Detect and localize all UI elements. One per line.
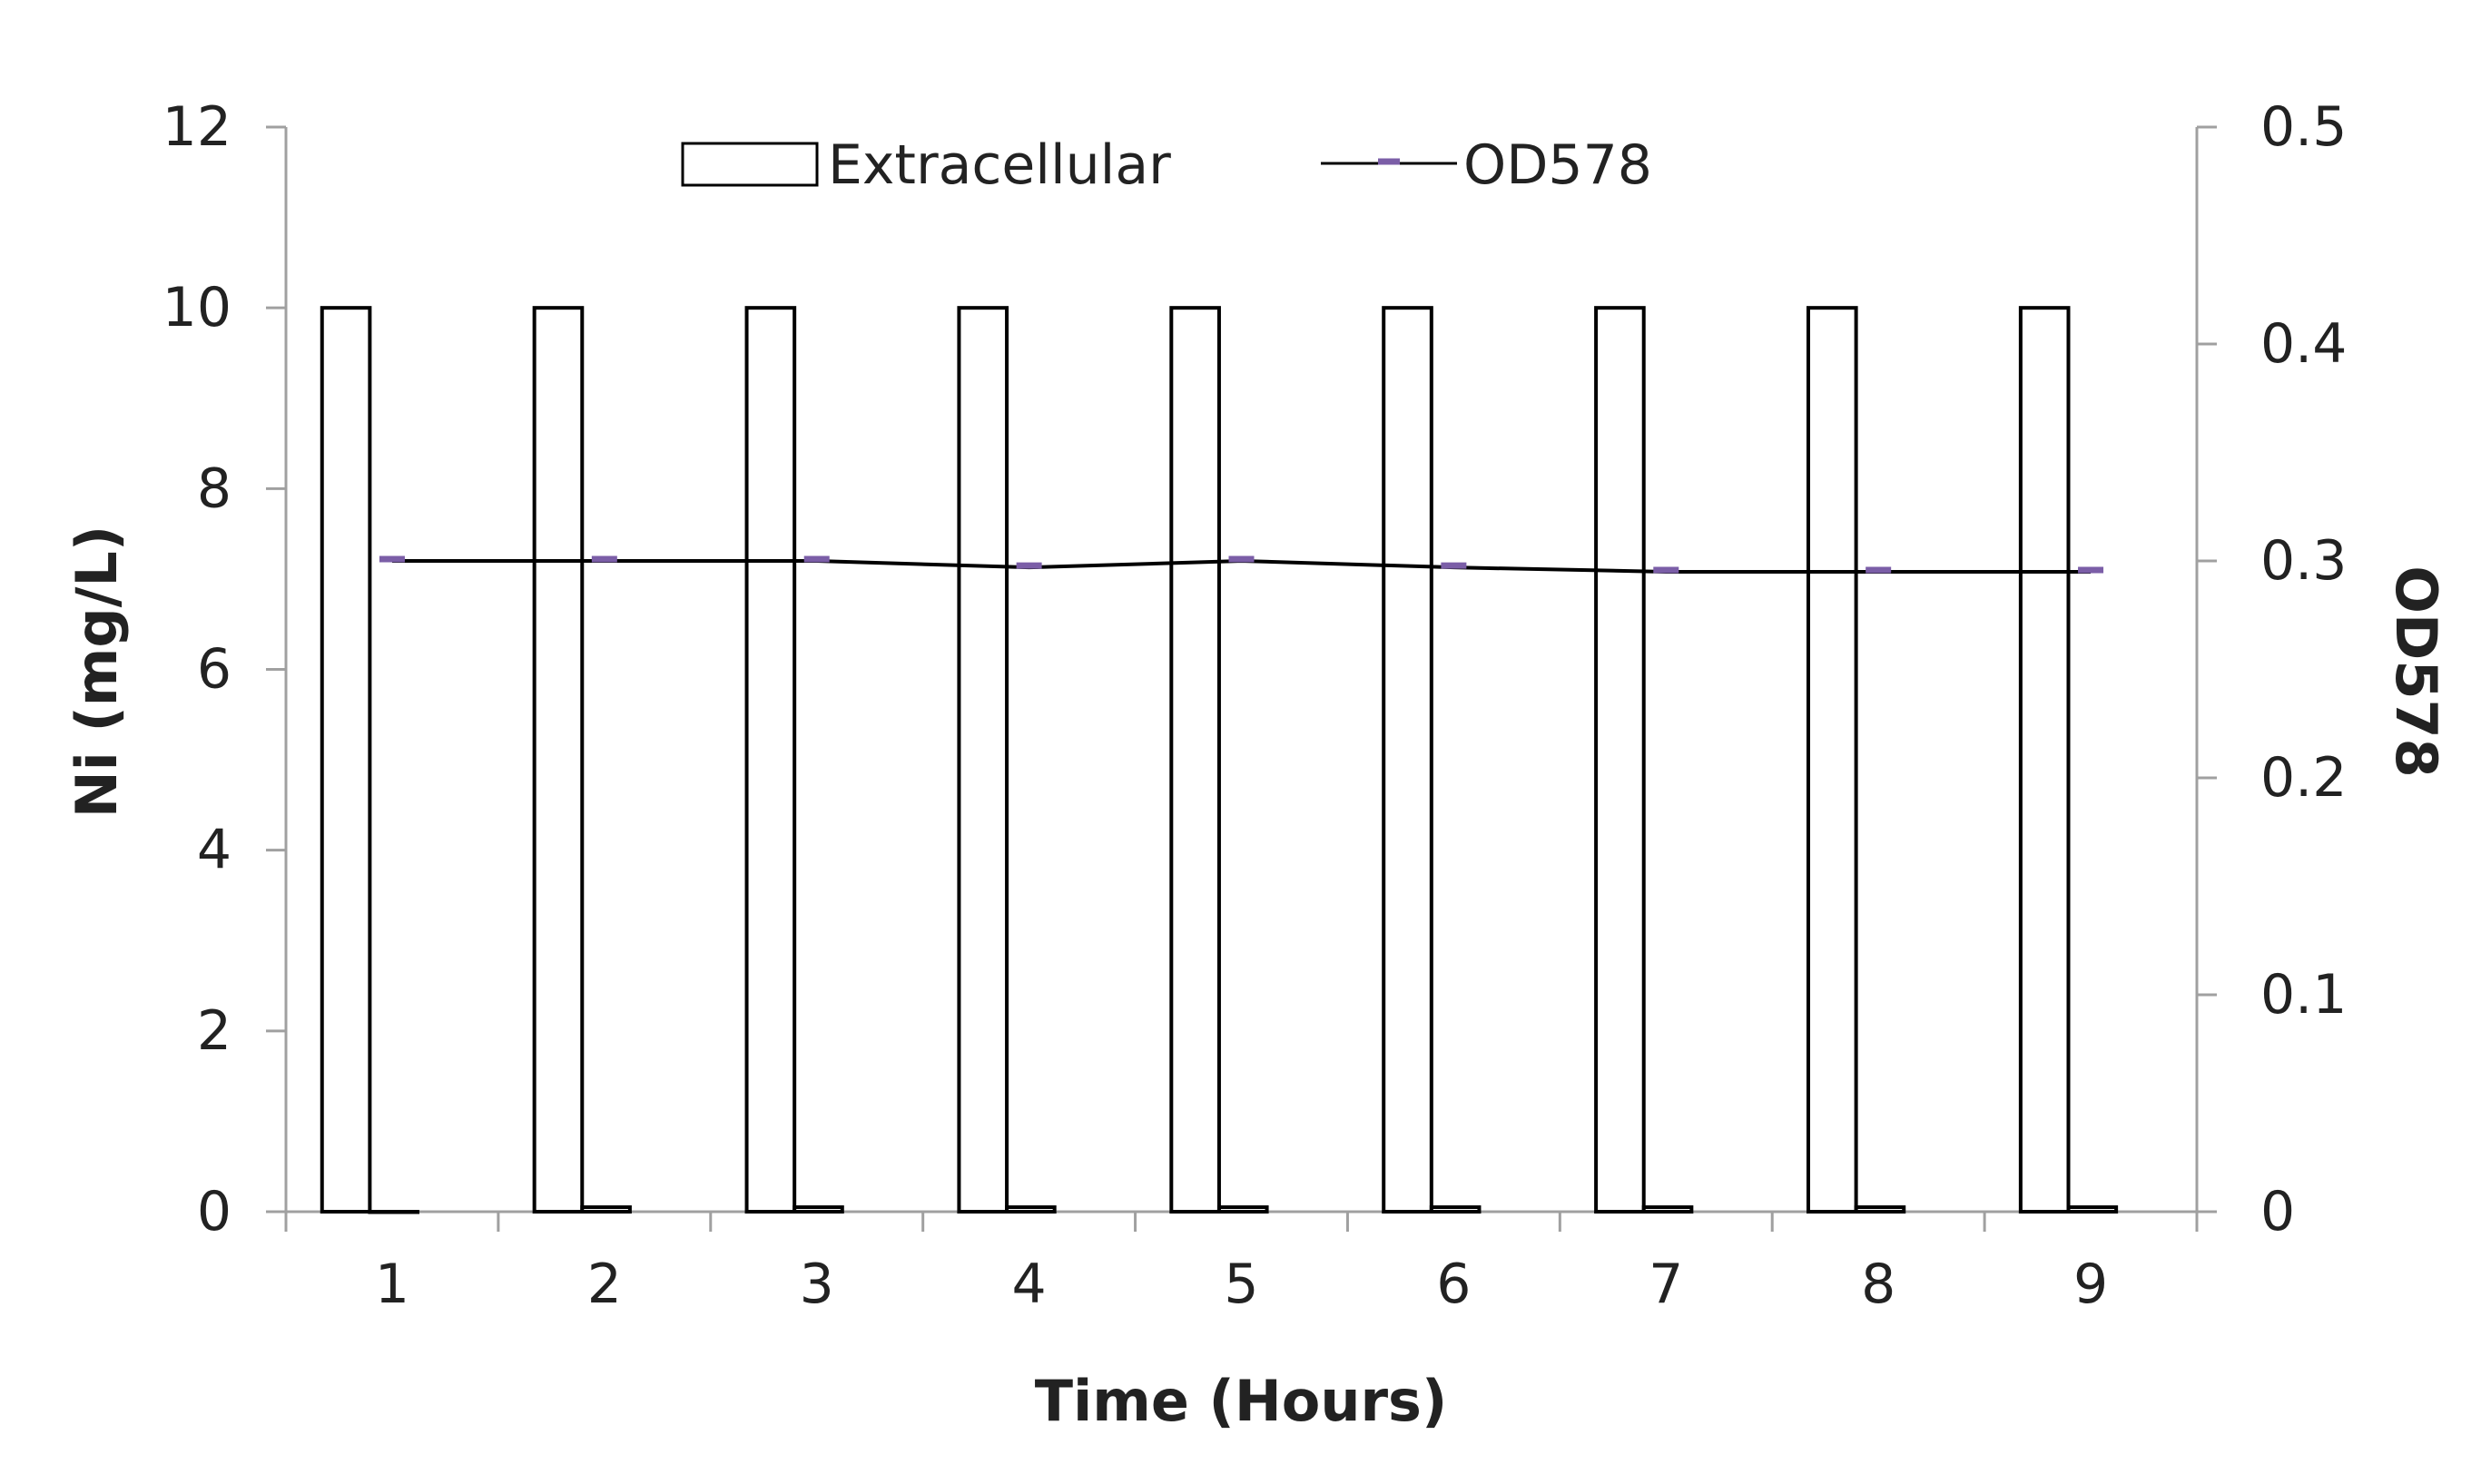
y-tick-label-right: 0.1 xyxy=(2260,963,2347,1027)
bar-secondary xyxy=(368,1210,420,1214)
x-tick-label: 5 xyxy=(1224,1253,1258,1316)
x-tick-label: 3 xyxy=(800,1253,834,1316)
bar-extracellular xyxy=(744,306,797,1214)
x-tick-label: 9 xyxy=(2073,1253,2108,1316)
bar-secondary xyxy=(793,1205,844,1214)
bar-secondary xyxy=(1216,1205,1269,1214)
y-tick-label-right: 0.5 xyxy=(2260,95,2347,159)
y-tick-label-left: 4 xyxy=(197,819,231,882)
y-tick-label-left: 6 xyxy=(197,638,231,702)
y-tick-label-left: 12 xyxy=(162,95,231,159)
legend: Extracellular OD578 xyxy=(681,133,1652,197)
bar-extracellular xyxy=(2018,306,2071,1214)
x-tick-label: 8 xyxy=(1861,1253,1895,1316)
y-axis-title: Ni (mg/L) xyxy=(64,526,130,819)
x-tick-label: 1 xyxy=(375,1253,409,1316)
bar-secondary xyxy=(1641,1205,1694,1214)
x-tick-label: 6 xyxy=(1436,1253,1471,1316)
bar-extracellular xyxy=(957,306,1009,1214)
y-tick-label-right: 0.3 xyxy=(2260,529,2347,593)
y-tick-label-left: 8 xyxy=(197,457,231,520)
bar-secondary xyxy=(1854,1205,1906,1214)
legend-label-od578: OD578 xyxy=(1463,133,1652,197)
bar-extracellular xyxy=(532,306,585,1214)
y2-axis-title: OD578 xyxy=(2383,565,2449,778)
bar-extracellular xyxy=(1806,306,1858,1214)
y-tick-label-right: 0.2 xyxy=(2260,746,2347,810)
legend-label-extracellular: Extracellular xyxy=(828,133,1171,197)
bar-secondary xyxy=(1429,1205,1482,1214)
y-tick-label-left: 2 xyxy=(197,999,231,1063)
bar-extracellular xyxy=(1169,306,1221,1214)
bar-extracellular xyxy=(1382,306,1433,1214)
bar-secondary xyxy=(580,1205,632,1214)
x-tick-label: 4 xyxy=(1012,1253,1047,1316)
bar-secondary xyxy=(1005,1205,1057,1214)
bar-extracellular xyxy=(1594,306,1646,1214)
bar-extracellular xyxy=(320,306,372,1214)
x-tick-label: 7 xyxy=(1649,1253,1683,1316)
y-tick-label-left: 10 xyxy=(162,276,231,339)
y-tick-label-right: 0 xyxy=(2260,1180,2295,1243)
y-tick-label-right: 0.4 xyxy=(2260,312,2347,376)
x-axis-title: Time (Hours) xyxy=(1035,1368,1448,1434)
bar-secondary xyxy=(2066,1205,2119,1214)
y-tick-label-left: 0 xyxy=(197,1180,231,1243)
bars-layer xyxy=(320,306,2119,1214)
x-tick-label: 2 xyxy=(587,1253,622,1316)
line-layer xyxy=(379,555,2104,574)
legend-swatch-extracellular xyxy=(681,142,819,187)
